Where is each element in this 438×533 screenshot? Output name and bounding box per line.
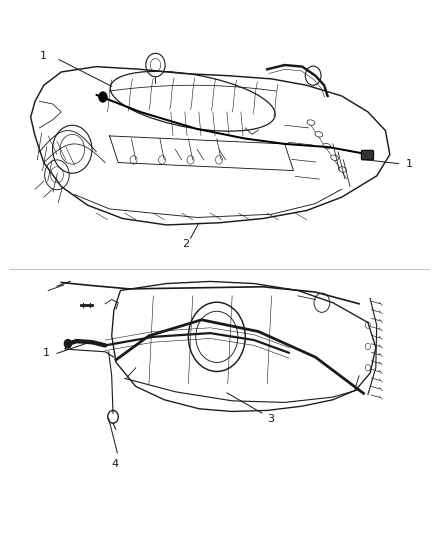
Text: 1: 1 [42, 349, 49, 358]
Text: 1: 1 [406, 159, 413, 168]
Text: 2: 2 [182, 239, 189, 248]
FancyBboxPatch shape [361, 150, 374, 160]
Circle shape [64, 340, 71, 348]
Text: 3: 3 [267, 415, 274, 424]
Text: 1: 1 [40, 51, 47, 61]
Text: 4: 4 [112, 459, 119, 469]
Circle shape [99, 92, 107, 102]
